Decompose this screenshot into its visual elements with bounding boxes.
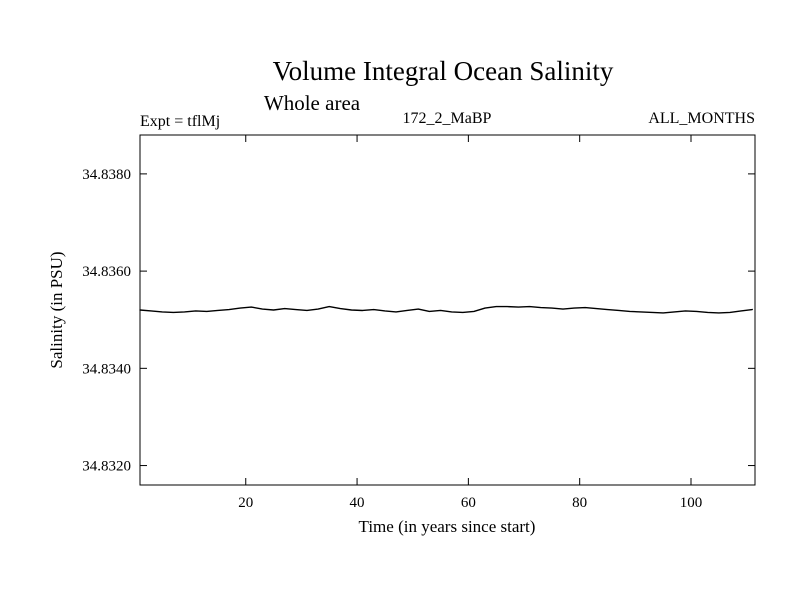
plot-border [139, 134, 756, 486]
chart-subtitle: Whole area [264, 91, 361, 115]
y-tick-label: 34.8380 [82, 167, 131, 183]
salinity-series-line [139, 305, 753, 314]
experiment-label: Expt = tflMj [140, 113, 220, 130]
x-axis-label: Time (in years since start) [359, 517, 536, 536]
x-tick-label: 100 [680, 495, 703, 511]
dataset-label: 172_2_MaBP [403, 110, 492, 127]
axis-ticks: 20 40 60 80 100 34.8320 34.8340 34.8360 34.8380 [82, 135, 755, 511]
y-axis-label: Salinity (in PSU) [47, 251, 66, 368]
y-tick-label: 34.8340 [82, 361, 131, 377]
x-tick-label: 80 [572, 495, 587, 511]
x-tick-label: 60 [461, 495, 476, 511]
months-label: ALL_MONTHS [648, 110, 755, 127]
x-tick-label: 40 [350, 495, 365, 511]
data-series [139, 305, 753, 314]
x-tick-label: 20 [238, 495, 253, 511]
y-tick-label: 34.8320 [82, 459, 131, 475]
chart-title: Volume Integral Ocean Salinity [273, 56, 614, 86]
y-tick-label: 34.8360 [82, 264, 131, 280]
